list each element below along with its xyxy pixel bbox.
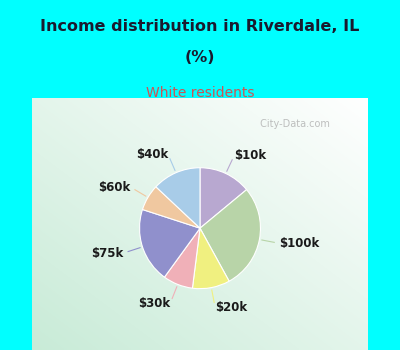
Text: $10k: $10k: [234, 149, 266, 162]
Wedge shape: [156, 168, 200, 228]
Wedge shape: [200, 190, 260, 281]
Text: $75k: $75k: [91, 247, 123, 260]
Wedge shape: [142, 187, 200, 228]
Text: $30k: $30k: [138, 297, 170, 310]
Text: $20k: $20k: [215, 301, 247, 314]
Wedge shape: [140, 210, 200, 277]
Wedge shape: [200, 168, 247, 228]
Text: $60k: $60k: [98, 181, 130, 194]
Wedge shape: [192, 228, 229, 289]
Text: White residents: White residents: [146, 86, 254, 100]
Text: Income distribution in Riverdale, IL: Income distribution in Riverdale, IL: [40, 19, 360, 34]
Text: $40k: $40k: [136, 148, 168, 161]
Text: (%): (%): [185, 50, 215, 65]
Text: City-Data.com: City-Data.com: [257, 119, 330, 129]
Wedge shape: [164, 228, 200, 288]
Text: $100k: $100k: [279, 237, 320, 250]
